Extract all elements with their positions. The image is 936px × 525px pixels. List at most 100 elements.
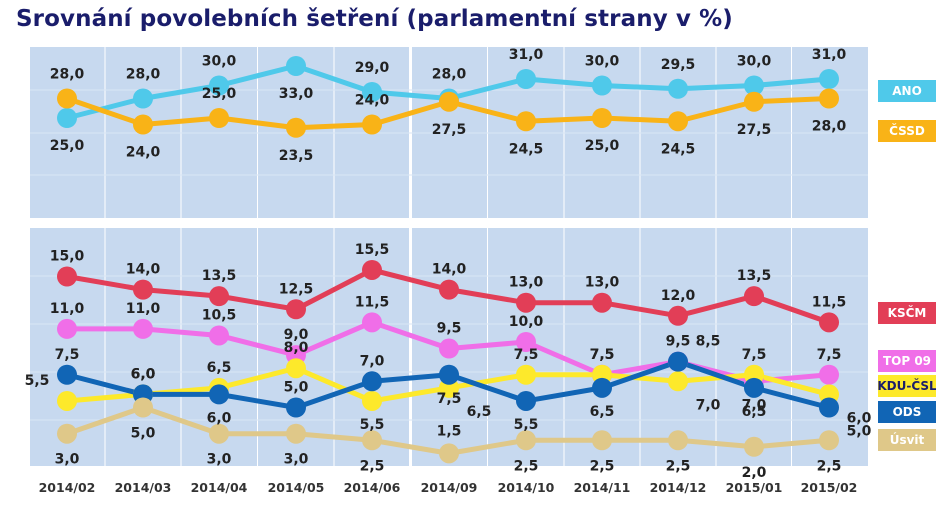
point-ods <box>668 351 688 372</box>
data-label-top-09: 7,0 <box>742 397 767 413</box>
data-label-top-09: 7,5 <box>817 347 842 363</box>
legend-label-kdu-sl: KDU-ČSL <box>877 378 936 393</box>
legend-label-top-09: TOP 09 <box>883 354 931 368</box>
data-label-ks-m: 15,5 <box>355 242 390 258</box>
point-ks-m <box>57 266 77 287</box>
data-label--svit: 5,0 <box>131 426 156 442</box>
data-label--svit: 2,5 <box>817 458 842 474</box>
point-top-09 <box>819 364 839 385</box>
point-ods <box>592 377 612 398</box>
data-label-ods: 6,0 <box>207 410 232 426</box>
point-ks-m <box>744 286 764 307</box>
point-top-09 <box>209 325 229 346</box>
point-ks-m <box>668 305 688 326</box>
point-ks-m <box>592 292 612 313</box>
point--ssd <box>209 108 229 128</box>
point-ks-m <box>439 279 459 300</box>
point-kdu-sl <box>668 371 688 392</box>
data-label-ks-m: 11,5 <box>812 294 847 310</box>
x-tick-label: 2015/02 <box>801 480 858 495</box>
legend-label-ks-m: KSČM <box>888 305 927 320</box>
point--svit <box>286 423 306 444</box>
point-ks-m <box>209 286 229 307</box>
data-label--ssd: 25,0 <box>202 86 237 102</box>
x-tick-label: 2014/05 <box>268 480 325 495</box>
data-label--ssd: 24,5 <box>661 141 696 157</box>
plot-background <box>30 47 868 466</box>
data-label-ano: 30,0 <box>737 54 772 70</box>
point--svit <box>516 430 536 451</box>
point--ssd <box>744 91 764 112</box>
data-label-ods: 7,5 <box>55 347 80 363</box>
data-label-ods: 5,5 <box>514 417 539 433</box>
x-tick-label: 2014/09 <box>421 480 478 495</box>
point-kdu-sl <box>57 390 77 411</box>
point--svit <box>57 423 77 444</box>
data-label-ks-m: 13,5 <box>202 268 237 284</box>
legend-label-ano: ANO <box>892 84 922 98</box>
point--svit <box>209 423 229 444</box>
point--ssd <box>286 117 306 138</box>
point-ods <box>744 377 764 398</box>
data-label-ks-m: 12,5 <box>279 281 314 297</box>
data-label--ssd: 28,0 <box>812 119 847 135</box>
legend-label-ods: ODS <box>893 405 922 419</box>
point-top-09 <box>57 318 77 339</box>
data-label-ods: 5,0 <box>284 380 309 396</box>
point--svit <box>668 430 688 451</box>
data-label-top-09: 11,0 <box>126 301 161 317</box>
data-label-ks-m: 13,0 <box>585 275 620 291</box>
point-kdu-sl <box>286 358 306 379</box>
point--ssd <box>516 111 536 132</box>
point--svit <box>362 430 382 451</box>
point--svit <box>592 430 612 451</box>
point-kdu-sl <box>516 364 536 385</box>
data-label-kdu-sl: 5,5 <box>360 417 385 433</box>
point-ano <box>744 75 764 96</box>
data-label--svit: 3,0 <box>55 452 80 468</box>
data-label--ssd: 24,0 <box>126 145 161 161</box>
data-label-ks-m: 13,5 <box>737 268 772 284</box>
x-tick-label: 2014/12 <box>650 480 707 495</box>
data-label--svit: 2,5 <box>360 458 385 474</box>
point-ks-m <box>362 259 382 280</box>
data-label-ods: 5,0 <box>847 424 872 440</box>
data-label-top-09: 7,5 <box>590 347 615 363</box>
point-ano <box>209 75 229 96</box>
legend-label--ssd: ČSSD <box>889 123 925 138</box>
data-label-ano: 30,0 <box>585 54 620 70</box>
point-ods <box>439 364 459 385</box>
x-tick-label: 2015/01 <box>726 480 783 495</box>
data-label-ods: 6,5 <box>742 404 767 420</box>
legend: ANO ČSSD KSČM TOP 09 KDU-ČSL ODS Úsvit <box>877 80 936 451</box>
point-top-09 <box>362 312 382 333</box>
data-label-ods: 6,5 <box>590 404 615 420</box>
x-tick-label: 2014/02 <box>39 480 96 495</box>
point-ods <box>819 397 839 418</box>
data-label-ks-m: 13,0 <box>509 275 544 291</box>
data-label--svit: 3,0 <box>207 452 232 468</box>
point--svit <box>819 430 839 451</box>
point--ssd <box>133 114 153 135</box>
point--ssd <box>668 111 688 132</box>
x-tick-label: 2014/04 <box>191 480 248 495</box>
data-label-kdu-sl: 6,5 <box>207 360 232 376</box>
point-ks-m <box>133 279 153 300</box>
data-label-top-09: 9,0 <box>284 327 309 343</box>
series-markers <box>57 56 839 464</box>
data-label-top-09: 11,5 <box>355 294 390 310</box>
point-top-09 <box>133 318 153 339</box>
data-label--ssd: 23,5 <box>279 148 314 164</box>
data-label-ano: 31,0 <box>812 47 847 63</box>
data-label--ssd: 25,0 <box>585 138 620 154</box>
data-label-ks-m: 14,0 <box>432 262 467 278</box>
data-label-kdu-sl: 5,5 <box>25 373 50 389</box>
data-label-top-09: 9,5 <box>437 321 462 337</box>
data-label-kdu-sl: 6,0 <box>131 366 156 382</box>
data-label-kdu-sl: 7,0 <box>696 397 721 413</box>
point-ano <box>516 69 536 89</box>
data-label-ano: 33,0 <box>279 86 314 102</box>
data-label-kdu-sl: 7,5 <box>742 347 767 363</box>
data-label--svit: 2,5 <box>514 458 539 474</box>
data-label-ks-m: 12,0 <box>661 288 696 304</box>
